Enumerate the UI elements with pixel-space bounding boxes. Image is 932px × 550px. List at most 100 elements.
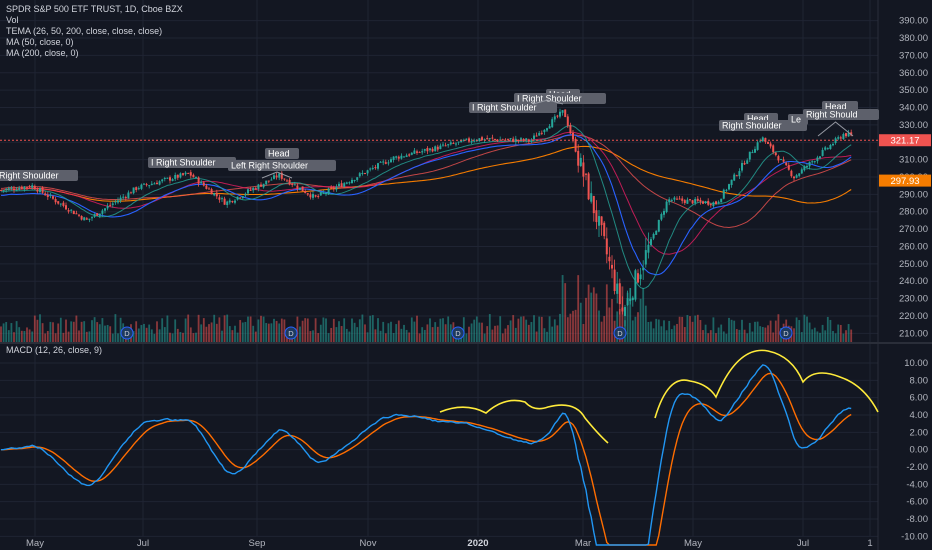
volume-bar [798, 320, 801, 342]
candle-body [605, 238, 608, 255]
candle-body [553, 116, 556, 120]
candle-body [678, 198, 681, 200]
symbol-title[interactable]: SPDR S&P 500 ETF TRUST, 1D, Cboe BZX [6, 4, 183, 14]
candle-body [361, 172, 364, 175]
candle-body [655, 230, 658, 235]
candle-body [88, 218, 91, 220]
candle-body [488, 138, 491, 140]
candle-body [410, 152, 413, 155]
volume-bar [488, 314, 491, 342]
candle-body [439, 145, 442, 150]
volume-bar [145, 327, 148, 342]
volume-bar [429, 318, 431, 342]
candle-body [850, 132, 853, 136]
macd-tick-label: 8.00 [910, 375, 929, 386]
volume-bar [161, 318, 164, 342]
volume-bar [423, 329, 426, 342]
volume-bar [834, 333, 837, 342]
volume-bar [33, 315, 36, 342]
volume-bar [504, 328, 507, 342]
candle-body [325, 192, 327, 194]
macd-tick-label: 0.00 [910, 445, 929, 456]
candle-body [556, 115, 559, 117]
volume-bar [634, 316, 637, 342]
pattern-label-box [469, 102, 557, 113]
candle-body [566, 116, 569, 126]
volume-bar [400, 328, 403, 342]
legend-ma200[interactable]: MA (200, close, 0) [6, 48, 79, 58]
candle-body [408, 154, 411, 156]
candle-body [23, 186, 26, 190]
candle-body [234, 200, 236, 203]
legend-vol[interactable]: Vol [6, 15, 19, 25]
candle-body [650, 239, 652, 246]
volume-bar [704, 324, 707, 342]
candle-body [546, 128, 548, 131]
candle-body [431, 148, 434, 152]
candle-body [444, 145, 447, 147]
time-axis-label: 1 [867, 538, 872, 549]
candle-body [694, 198, 697, 204]
candle-body [304, 190, 307, 194]
volume-bar [777, 314, 780, 342]
candle-body [140, 184, 143, 189]
volume-bar [228, 326, 231, 342]
candle-body [379, 161, 382, 163]
volume-bar [343, 318, 346, 342]
candle-body [275, 175, 278, 178]
volume-bar [447, 316, 450, 342]
candle-body [106, 205, 109, 209]
candle-body [405, 155, 408, 158]
volume-bar [75, 315, 78, 342]
candle-body [247, 189, 249, 194]
candle-body [0, 190, 2, 192]
volume-bar [439, 318, 442, 342]
candle-body [491, 137, 494, 139]
candle-body [150, 183, 153, 186]
candle-body [754, 149, 756, 153]
volume-bar [673, 325, 676, 342]
candle-body [832, 144, 834, 146]
candle-body [660, 214, 663, 220]
volume-bar [678, 316, 681, 342]
tema-26-line [1, 125, 852, 290]
candle-body [800, 169, 803, 174]
pattern-outline [817, 121, 854, 137]
price-tick-label: 230.00 [899, 294, 928, 305]
candle-body [231, 201, 234, 203]
legend-tema[interactable]: TEMA (26, 50, 200, close, close, close) [6, 26, 163, 36]
pattern-label: Right Shoulder [0, 171, 59, 181]
candle-body [806, 165, 808, 167]
volume-bar [600, 321, 603, 342]
candle-body [634, 270, 637, 300]
candle-body [663, 210, 665, 215]
candle-body [741, 163, 743, 171]
macd-legend[interactable]: MACD (12, 26, close, 9) [6, 345, 103, 355]
volume-bar [205, 326, 208, 342]
volume-bar [335, 327, 338, 342]
candle-body [530, 139, 533, 141]
volume-bar [153, 333, 156, 342]
candle-body [520, 138, 522, 140]
legend-ma50[interactable]: MA (50, close, 0) [6, 37, 74, 47]
candle-body [91, 217, 93, 219]
candle-body [460, 139, 463, 143]
candle-body [18, 187, 21, 190]
candle-body [457, 141, 460, 143]
candle-body [811, 161, 814, 163]
candle-body [665, 201, 668, 213]
volume-bar [520, 316, 522, 342]
pattern-label: Head [825, 102, 847, 112]
macd-tick-label: -2.00 [906, 462, 928, 473]
volume-bar [845, 330, 847, 342]
candle-body [470, 141, 473, 143]
volume-bar [241, 322, 244, 342]
volume-bar [525, 319, 528, 342]
candle-body [834, 138, 837, 144]
volume-bar [88, 331, 91, 342]
volume-bar [746, 333, 749, 342]
candle-body [296, 185, 299, 189]
candle-body [481, 137, 483, 141]
candle-body [158, 181, 161, 185]
